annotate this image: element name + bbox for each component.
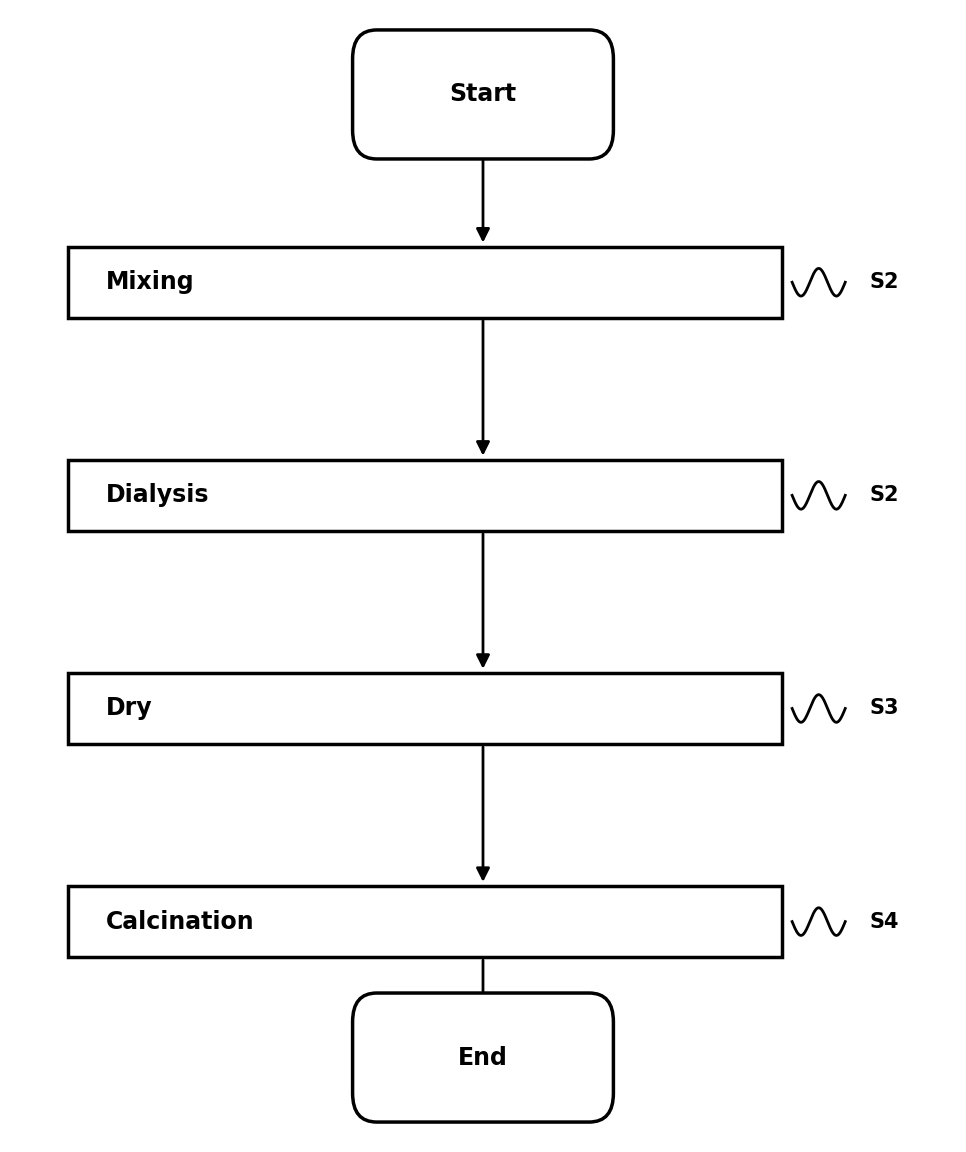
- Text: S4: S4: [869, 911, 899, 932]
- Bar: [68, 673, 782, 744]
- Text: S2: S2: [869, 272, 899, 293]
- Bar: [68, 460, 782, 531]
- FancyBboxPatch shape: [353, 993, 613, 1122]
- Text: Calcination: Calcination: [106, 910, 255, 933]
- Bar: [68, 247, 782, 318]
- Text: Mixing: Mixing: [106, 271, 195, 294]
- Bar: [68, 886, 782, 957]
- Text: End: End: [458, 1046, 508, 1069]
- Text: S2: S2: [869, 485, 899, 506]
- Text: Start: Start: [449, 83, 517, 106]
- Text: S3: S3: [869, 698, 899, 719]
- Text: Dialysis: Dialysis: [106, 484, 210, 507]
- FancyBboxPatch shape: [353, 30, 613, 159]
- Text: Dry: Dry: [106, 697, 153, 720]
